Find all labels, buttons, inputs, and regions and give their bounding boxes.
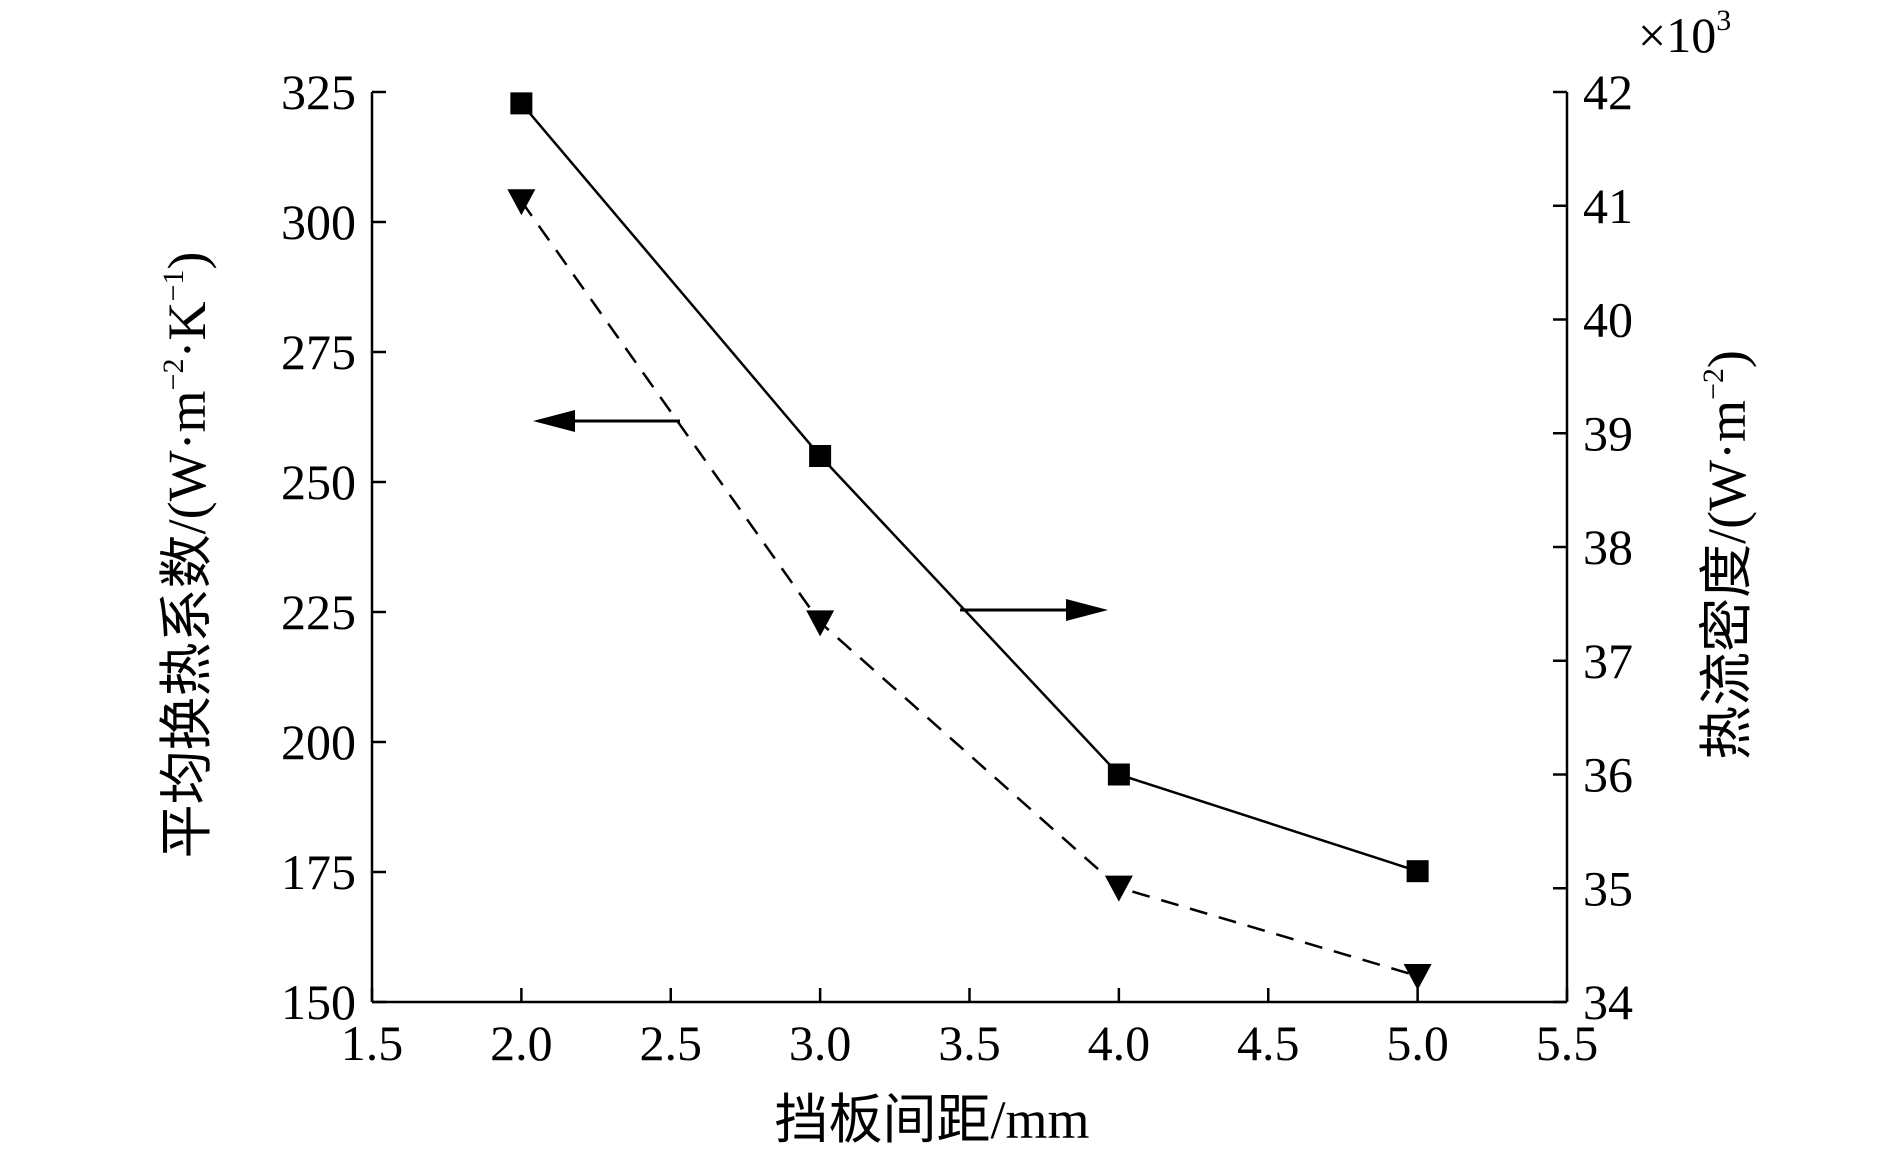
x-tick-label: 4.0 <box>1088 1015 1151 1071</box>
x-tick-label: 4.5 <box>1237 1015 1300 1071</box>
triangle-marker <box>806 610 835 637</box>
x-tick-label: 1.5 <box>341 1015 404 1071</box>
right-axis-arrow <box>960 599 1108 621</box>
left-axis-arrow <box>533 410 680 432</box>
x-tick-label: 2.5 <box>640 1015 703 1071</box>
square-marker <box>510 92 533 115</box>
left-y-tick-label: 200 <box>281 714 356 770</box>
square-marker <box>809 445 832 467</box>
x-tick-label: 2.0 <box>490 1015 553 1071</box>
series-line <box>520 102 1419 873</box>
right-y-tick-label: 38 <box>1583 519 1633 575</box>
x-axis-title: 挡板间距/mm <box>774 1090 1089 1150</box>
left-y-tick-label: 175 <box>281 844 356 900</box>
series-layer <box>507 92 1432 990</box>
x-tick-label: 5.5 <box>1536 1015 1599 1071</box>
triangle-marker <box>507 189 536 216</box>
right-y-tick-label: 41 <box>1583 178 1633 234</box>
right-y-tick-label: 34 <box>1583 974 1633 1030</box>
right-y-tick-label: 35 <box>1583 860 1633 916</box>
left-y-tick-label: 250 <box>281 454 356 510</box>
right-axis-multiplier: ×103 <box>1638 4 1731 63</box>
right-y-tick-label: 37 <box>1583 633 1633 689</box>
x-tick-label: 5.0 <box>1386 1015 1449 1071</box>
triangle-series <box>507 189 1432 990</box>
left-y-tick-label: 150 <box>281 974 356 1030</box>
square-series <box>510 92 1429 883</box>
series-line <box>520 200 1418 978</box>
left-y-tick-label: 300 <box>281 194 356 250</box>
left-y-tick-label: 225 <box>281 584 356 640</box>
right-y-axis-ticks: 34 35 36 37 38 39 40 41 42 <box>1553 64 1633 1030</box>
right-y-tick-label: 40 <box>1583 292 1633 348</box>
square-marker <box>1406 860 1429 883</box>
x-tick-label: 3.0 <box>789 1015 852 1071</box>
left-y-axis-ticks: 150 175 200 225 250 275 300 325 <box>281 64 386 1030</box>
x-tick-label: 3.5 <box>938 1015 1001 1071</box>
left-y-tick-label: 275 <box>281 324 356 380</box>
right-y-tick-label: 39 <box>1583 405 1633 461</box>
right-y-axis-title: 热流密度/(W·m−2) <box>1697 350 1757 760</box>
square-marker <box>1107 763 1130 786</box>
left-y-tick-label: 325 <box>281 64 356 120</box>
right-y-tick-label: 36 <box>1583 747 1633 803</box>
triangle-marker <box>1403 964 1432 990</box>
left-y-axis-title: 平均换热系数/(W·m−2·K−1) <box>157 252 217 859</box>
triangle-marker <box>1104 875 1133 902</box>
right-y-tick-label: 42 <box>1583 64 1633 120</box>
x-axis-ticks: 1.5 2.0 2.5 3.0 3.5 4.0 4.5 5.0 5.5 <box>341 988 1599 1071</box>
